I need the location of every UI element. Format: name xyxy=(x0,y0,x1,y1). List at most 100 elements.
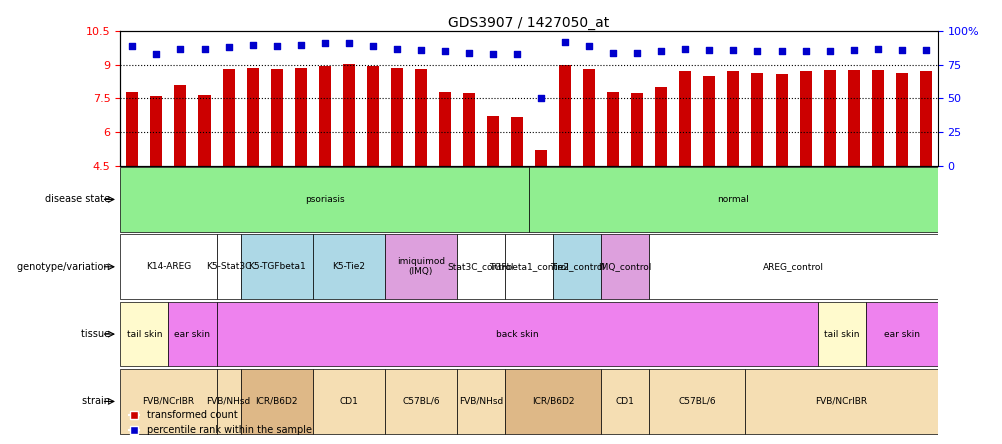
Text: K5-Tie2: K5-Tie2 xyxy=(332,262,365,271)
Bar xyxy=(168,302,216,366)
Text: tissue: tissue xyxy=(81,329,116,339)
Bar xyxy=(463,93,475,166)
Text: TGFbeta1_control: TGFbeta1_control xyxy=(489,262,568,271)
Point xyxy=(365,42,381,49)
Bar xyxy=(343,63,355,166)
Bar xyxy=(817,302,865,366)
Bar xyxy=(126,92,138,166)
Text: genotype/variation: genotype/variation xyxy=(17,262,116,272)
Bar xyxy=(865,302,937,366)
Point xyxy=(341,40,357,47)
Text: disease state: disease state xyxy=(45,194,116,204)
Bar xyxy=(313,369,385,434)
Bar xyxy=(313,234,385,299)
Bar xyxy=(457,234,505,299)
Bar xyxy=(744,369,937,434)
Bar xyxy=(871,70,883,166)
Bar xyxy=(678,71,690,166)
Point xyxy=(676,45,692,52)
Point xyxy=(485,51,501,58)
Text: strain: strain xyxy=(82,396,116,406)
Bar xyxy=(216,302,817,366)
Bar xyxy=(726,71,738,166)
Bar xyxy=(529,167,937,232)
Bar xyxy=(415,69,427,166)
Text: FVB/NCrIBR: FVB/NCrIBR xyxy=(142,397,194,406)
Point xyxy=(509,51,525,58)
Bar xyxy=(505,369,600,434)
Bar xyxy=(648,369,744,434)
Bar xyxy=(240,369,313,434)
Bar xyxy=(847,70,859,166)
Bar xyxy=(271,69,283,166)
Point xyxy=(628,49,644,56)
Bar xyxy=(216,234,240,299)
Bar xyxy=(582,69,594,166)
Bar xyxy=(775,74,787,166)
Bar xyxy=(198,95,210,166)
Bar xyxy=(606,92,618,166)
Point xyxy=(652,48,668,55)
Text: K5-Stat3C: K5-Stat3C xyxy=(205,262,250,271)
Text: K5-TGFbeta1: K5-TGFbeta1 xyxy=(247,262,306,271)
Point xyxy=(172,45,188,52)
Point xyxy=(604,49,620,56)
Point xyxy=(532,95,548,102)
Bar xyxy=(534,150,546,166)
Bar xyxy=(558,65,570,166)
Text: Tie2_control: Tie2_control xyxy=(549,262,604,271)
Bar xyxy=(240,234,313,299)
Title: GDS3907 / 1427050_at: GDS3907 / 1427050_at xyxy=(448,16,609,30)
Text: ICR/B6D2: ICR/B6D2 xyxy=(531,397,574,406)
Point xyxy=(220,44,236,51)
Bar xyxy=(895,73,907,166)
Bar xyxy=(799,71,811,166)
Point xyxy=(845,46,861,53)
Text: ICR/B6D2: ICR/B6D2 xyxy=(256,397,298,406)
Point xyxy=(580,42,596,49)
Point xyxy=(461,49,477,56)
Bar xyxy=(120,234,216,299)
Point xyxy=(293,41,309,48)
Point xyxy=(797,48,813,55)
Bar xyxy=(630,93,642,166)
Text: Stat3C_control: Stat3C_control xyxy=(447,262,514,271)
Text: K14-AREG: K14-AREG xyxy=(145,262,190,271)
Point xyxy=(196,45,212,52)
Bar xyxy=(439,92,451,166)
Text: imiquimod
(IMQ): imiquimod (IMQ) xyxy=(397,257,445,277)
Point xyxy=(700,46,716,53)
Text: normal: normal xyxy=(716,195,748,204)
Text: tail skin: tail skin xyxy=(823,329,859,339)
Bar xyxy=(385,369,457,434)
Text: CD1: CD1 xyxy=(615,397,634,406)
Text: FVB/NHsd: FVB/NHsd xyxy=(459,397,503,406)
Text: IMQ_control: IMQ_control xyxy=(598,262,651,271)
Bar xyxy=(487,116,499,166)
Bar xyxy=(654,87,666,166)
Point xyxy=(244,41,261,48)
Point xyxy=(124,42,140,49)
Point xyxy=(437,48,453,55)
Bar xyxy=(702,76,714,166)
Bar xyxy=(120,302,168,366)
Point xyxy=(148,51,164,58)
Bar xyxy=(648,234,937,299)
Text: FVB/NHsd: FVB/NHsd xyxy=(206,397,250,406)
Bar xyxy=(216,369,240,434)
Bar xyxy=(391,68,403,166)
Bar xyxy=(823,70,835,166)
Bar xyxy=(246,68,259,166)
Bar xyxy=(319,66,331,166)
Text: tail skin: tail skin xyxy=(126,329,162,339)
Bar xyxy=(385,234,457,299)
Point xyxy=(893,46,909,53)
Point xyxy=(317,40,333,47)
Bar xyxy=(600,369,648,434)
Bar xyxy=(919,71,931,166)
Text: C57BL/6: C57BL/6 xyxy=(678,397,715,406)
Bar xyxy=(600,234,648,299)
Bar xyxy=(174,85,186,166)
Point xyxy=(773,48,789,55)
Text: AREG_control: AREG_control xyxy=(763,262,824,271)
